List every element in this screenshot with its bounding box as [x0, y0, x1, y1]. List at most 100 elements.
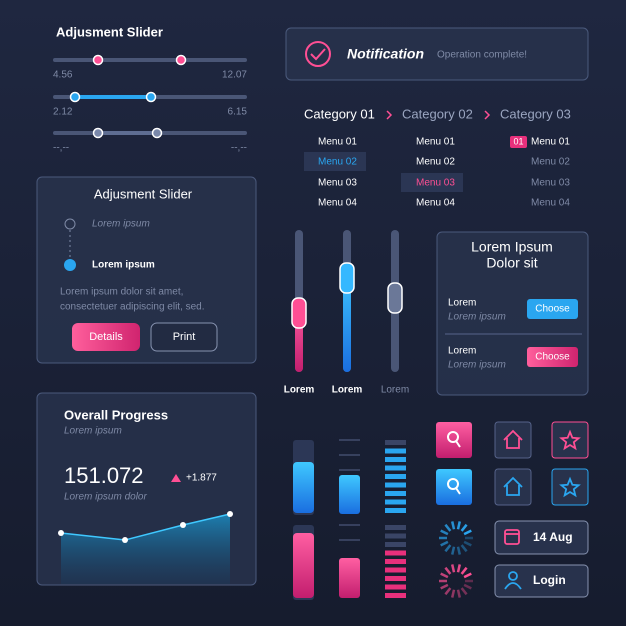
spinner-tick: [463, 529, 472, 536]
menu-item[interactable]: Menu 02: [318, 157, 357, 168]
step-dot[interactable]: [64, 218, 76, 230]
card-title: Adjusment Slider: [94, 186, 193, 201]
spinner-tick: [450, 589, 456, 598]
level-segment: [385, 542, 406, 547]
vslider-knob[interactable]: [339, 262, 355, 294]
up-triangle: [171, 474, 181, 482]
vslider-knob[interactable]: [291, 297, 307, 329]
slider-knob[interactable]: [92, 127, 104, 139]
row-subtitle: Lorem ipsum: [448, 312, 506, 323]
level-segment: [385, 457, 406, 462]
vslider-knob[interactable]: [387, 282, 403, 314]
details-button[interactable]: [72, 323, 140, 351]
menu-item[interactable]: Menu 02: [416, 157, 455, 168]
home-button[interactable]: [494, 468, 532, 506]
spinner-tick: [440, 540, 449, 547]
slider-knob[interactable]: [69, 91, 81, 103]
spinner-tick: [456, 546, 462, 555]
spinner-tick: [460, 587, 468, 596]
vslider-label: Lorem: [332, 385, 363, 396]
star-button[interactable]: [551, 468, 589, 506]
level-segment: [385, 550, 406, 556]
category-tab[interactable]: Category 01: [304, 106, 375, 121]
row-subtitle: Lorem ipsum: [448, 360, 506, 371]
spinner-tick: [444, 566, 452, 575]
card-title: Lorem Ipsum: [471, 239, 553, 255]
slider-min-label: --,--: [53, 143, 69, 154]
home-button[interactable]: [494, 421, 532, 459]
spinner-tick: [463, 583, 472, 590]
spinner-tick: [440, 583, 449, 590]
level-segment: [385, 440, 406, 445]
search-icon: [455, 487, 461, 495]
details-label: Details: [89, 331, 123, 343]
slider-knob[interactable]: [175, 54, 187, 66]
choose-button[interactable]: [527, 299, 578, 319]
spinner-tick: [456, 521, 462, 530]
step-dot-active[interactable]: [64, 259, 76, 271]
slider-min-label: 4.56: [53, 70, 73, 81]
choose-label: Choose: [535, 304, 570, 315]
menu-item[interactable]: Menu 03: [318, 178, 357, 189]
slider-knob[interactable]: [145, 91, 157, 103]
level-segment: [385, 491, 406, 496]
notification-title: Notification: [347, 46, 424, 62]
menu-item[interactable]: Menu 03: [416, 178, 455, 189]
notification-message: Operation complete!: [437, 50, 527, 61]
home-icon: [503, 476, 523, 496]
level-segment: [385, 482, 406, 488]
search-button[interactable]: [436, 469, 472, 505]
row-title: Lorem: [448, 298, 476, 309]
level-fill: [293, 462, 314, 513]
menu-item[interactable]: Menu 04: [416, 198, 455, 209]
star-icon: [559, 429, 581, 451]
level-fill: [339, 475, 360, 514]
menu-item[interactable]: Menu 03: [531, 178, 570, 189]
menu-item[interactable]: Menu 01: [318, 137, 357, 148]
progress-dot: [180, 522, 186, 528]
progress-dot: [122, 537, 128, 543]
progress-area: [61, 514, 230, 584]
menu-item[interactable]: Menu 04: [318, 198, 357, 209]
slider-knob[interactable]: [92, 54, 104, 66]
level-segment: [385, 567, 406, 573]
menu-badge: 01: [513, 136, 523, 146]
level-segment: [385, 474, 406, 479]
breadcrumb-arrow: [484, 110, 491, 120]
category-tab[interactable]: Category 02: [402, 106, 473, 121]
menu-item[interactable]: Menu 04: [531, 198, 570, 209]
slider-max-label: 6.15: [228, 107, 248, 118]
slider-knob[interactable]: [151, 127, 163, 139]
spinner-tick: [460, 566, 468, 575]
level-segment: [385, 593, 406, 598]
choose-button[interactable]: [527, 347, 578, 367]
search-icon: [447, 478, 459, 490]
level-segment: [385, 584, 406, 590]
level-segment: [385, 576, 406, 581]
menu-item[interactable]: Menu 01: [416, 137, 455, 148]
date-label: 14 Aug: [533, 530, 573, 544]
category-tab[interactable]: Category 03: [500, 106, 571, 121]
level-segment: [385, 448, 406, 454]
star-button[interactable]: [551, 421, 589, 459]
progress-caption: Lorem ipsum dolor: [64, 492, 147, 503]
print-button[interactable]: [150, 322, 218, 352]
progress-dot: [58, 530, 64, 536]
menu-badge-bg: [510, 136, 527, 148]
login-button[interactable]: [494, 564, 589, 598]
progress-line: [60, 513, 231, 541]
menu-item[interactable]: Menu 01: [531, 137, 570, 148]
vslider-fill: [343, 268, 351, 372]
vslider-label: Lorem: [284, 385, 315, 396]
menu-item[interactable]: Menu 02: [531, 157, 570, 168]
level-fill: [339, 558, 360, 598]
search-button[interactable]: [436, 422, 472, 458]
slider-title: Adjusment Slider: [56, 24, 163, 39]
search-icon: [447, 431, 459, 443]
card-text: Lorem ipsum dolor sit amet,: [60, 287, 183, 298]
spinner-tick: [444, 544, 452, 553]
notification-card: [285, 27, 589, 81]
spinner-tick: [463, 540, 472, 547]
level-segment: [385, 499, 406, 505]
date-button[interactable]: [494, 520, 589, 555]
